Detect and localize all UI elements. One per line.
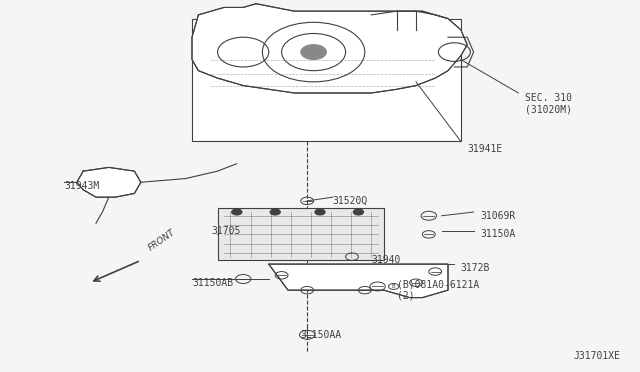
Polygon shape (77, 167, 141, 197)
Polygon shape (269, 264, 448, 298)
Polygon shape (192, 4, 467, 93)
Text: FRONT: FRONT (147, 228, 177, 253)
Polygon shape (192, 19, 461, 141)
Text: 3L150AA: 3L150AA (301, 330, 342, 340)
Circle shape (270, 209, 280, 215)
Text: 31941E: 31941E (467, 144, 502, 154)
Text: 31150AB: 31150AB (192, 278, 233, 288)
Text: SEC. 310
(31020M): SEC. 310 (31020M) (525, 93, 572, 115)
Text: 31069R: 31069R (480, 211, 515, 221)
Text: B: B (392, 284, 396, 289)
Text: 3172B: 3172B (461, 263, 490, 273)
Text: (B)081A0-6121A
(2): (B)081A0-6121A (2) (397, 279, 479, 301)
Circle shape (315, 209, 325, 215)
Text: 31943M: 31943M (64, 181, 99, 191)
Text: 31150A: 31150A (480, 230, 515, 239)
Text: J31701XE: J31701XE (574, 351, 621, 361)
Circle shape (301, 45, 326, 60)
Text: 31520Q: 31520Q (333, 196, 368, 206)
Text: 31705: 31705 (211, 226, 241, 235)
Circle shape (353, 209, 364, 215)
Polygon shape (218, 208, 384, 260)
Circle shape (232, 209, 242, 215)
Text: 31940: 31940 (371, 256, 401, 265)
